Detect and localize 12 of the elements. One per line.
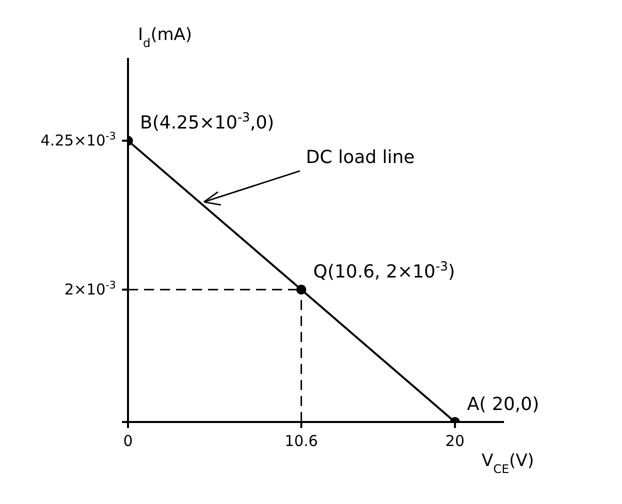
y-tick-label: 2×10$^{-3}$ (64, 280, 116, 299)
annotation: B(4.25×10$^{-3}$,0) (140, 109, 274, 134)
annotation: A( 20,0) (466, 394, 540, 415)
x-tick-label: 0 (123, 432, 133, 450)
annotation: DC load line (306, 146, 415, 168)
annotation: Q(10.6, 2×10$^{-3}$) (313, 258, 456, 283)
point (296, 284, 306, 295)
y-axis-title: I$_{d}$(mA) (138, 25, 192, 50)
x-tick-label: 10.6 (284, 432, 318, 450)
x-tick-label: 20 (445, 432, 465, 450)
y-tick-label: 4.25×10$^{-3}$ (40, 130, 116, 150)
x-axis-title: V$_{CE}$(V) (482, 451, 534, 476)
